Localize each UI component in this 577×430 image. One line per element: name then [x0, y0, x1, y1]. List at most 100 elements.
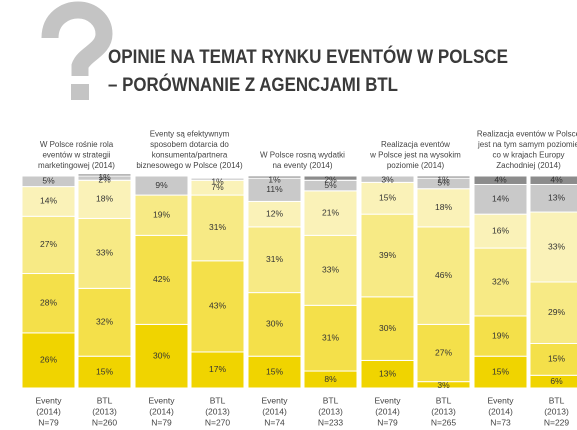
- x-tick-label: N=74: [264, 417, 285, 427]
- x-tick-label: Eventy: [488, 395, 515, 405]
- x-tick-label: N=260: [92, 417, 118, 427]
- value-label: 1%: [268, 174, 281, 184]
- bar-segment: [473, 355, 528, 389]
- bar-segment: [360, 213, 415, 298]
- bar-segment: [247, 226, 302, 294]
- bar-segment: [247, 292, 302, 357]
- bar-segment: [360, 296, 415, 361]
- question-label: Zachodniej (2014): [496, 161, 561, 170]
- value-label: 5%: [324, 180, 337, 190]
- bar-segment: [134, 234, 189, 325]
- x-tick-label: Eventy: [262, 395, 289, 405]
- value-label: 3%: [381, 174, 394, 184]
- value-label: 13%: [379, 368, 396, 378]
- bar-segment: [303, 234, 358, 306]
- value-label: 30%: [379, 323, 396, 333]
- question-label: co w krajach Europy: [492, 151, 564, 160]
- chart-title: OPINIE NA TEMAT RYNKU EVENTÓW W POLSCE: [108, 46, 508, 68]
- x-tick-label: N=233: [318, 417, 344, 427]
- bar-segment: [21, 273, 76, 334]
- x-tick-label: Eventy: [149, 395, 176, 405]
- x-tick-label: N=79: [377, 417, 398, 427]
- bar-segment: [416, 226, 471, 325]
- bar-segment: [190, 194, 245, 262]
- bar-segment: [190, 351, 245, 389]
- value-label: 26%: [40, 355, 57, 365]
- question-label: Realizacja eventów w Polsce: [477, 130, 577, 139]
- value-label: 32%: [96, 317, 113, 327]
- question-label: konsumenta/partnera: [152, 151, 228, 160]
- value-label: 3%: [437, 380, 450, 390]
- bar-segment: [21, 332, 76, 389]
- value-label: 15%: [379, 193, 396, 203]
- value-label: 9%: [155, 180, 168, 190]
- question-label: biznesowego w Polsce (2014): [136, 161, 243, 170]
- x-tick-label: BTL: [549, 395, 565, 405]
- value-label: 15%: [96, 366, 113, 376]
- x-tick-label: (2014): [149, 406, 174, 416]
- value-label: 12%: [266, 208, 283, 218]
- chart-title: – PORÓWNANIE Z AGENCJAMI BTL: [108, 74, 398, 96]
- value-label: 15%: [492, 366, 509, 376]
- value-label: 39%: [379, 250, 396, 260]
- value-label: 19%: [492, 330, 509, 340]
- value-label: 33%: [322, 265, 339, 275]
- x-tick-label: (2013): [92, 406, 117, 416]
- value-label: 14%: [40, 196, 57, 206]
- bar-segment: [473, 247, 528, 317]
- value-label: 15%: [266, 366, 283, 376]
- x-tick-label: Eventy: [36, 395, 63, 405]
- question-label: Eventy są efektywnym: [150, 130, 230, 139]
- bar-segment: [247, 200, 302, 228]
- value-label: 16%: [492, 225, 509, 235]
- value-label: 6%: [550, 376, 563, 386]
- bar-segment: [247, 175, 302, 179]
- x-tick-label: N=79: [151, 417, 172, 427]
- value-label: 2%: [324, 174, 337, 184]
- x-tick-label: (2013): [431, 406, 456, 416]
- value-label: 28%: [40, 297, 57, 307]
- bar-segment: [473, 213, 528, 249]
- value-label: 18%: [96, 194, 113, 204]
- x-tick-label: N=79: [38, 417, 59, 427]
- bar-segment: [77, 173, 132, 177]
- bar-segment: [416, 175, 471, 179]
- question-label: sposobem dotarcia do: [150, 140, 229, 149]
- x-tick-label: N=270: [205, 417, 231, 427]
- bar-segment: [134, 194, 189, 236]
- value-label: 31%: [209, 222, 226, 232]
- x-tick-label: (2013): [544, 406, 569, 416]
- bar-segment: [360, 175, 415, 183]
- question-label: poziomie (2014): [387, 161, 445, 170]
- bar-segment: [21, 175, 76, 188]
- value-label: 43%: [209, 301, 226, 311]
- bar-segment: [21, 186, 76, 217]
- value-label: 13%: [548, 193, 565, 203]
- question-label: W Polsce rośnie rola: [40, 140, 114, 149]
- bar-segment: [77, 287, 132, 357]
- bar-segment: [134, 175, 189, 196]
- value-label: 32%: [492, 276, 509, 286]
- bar-segment: [247, 355, 302, 389]
- question-icon: [41, 1, 113, 100]
- value-label: 5%: [437, 178, 450, 188]
- value-label: 29%: [548, 307, 565, 317]
- value-label: 4%: [550, 174, 563, 184]
- x-tick-label: (2014): [488, 406, 513, 416]
- value-label: 17%: [209, 364, 226, 374]
- bar-segment: [529, 342, 577, 376]
- value-label: 30%: [266, 319, 283, 329]
- value-label: 8%: [324, 374, 337, 384]
- bar-segment: [529, 281, 577, 344]
- value-label: 1%: [437, 174, 450, 184]
- question-label: eventów w strategii: [42, 151, 110, 160]
- x-tick-label: BTL: [323, 395, 339, 405]
- question-label: W Polsce rosną wydatki: [260, 151, 345, 160]
- value-label: 21%: [322, 207, 339, 217]
- bar-segment: [529, 175, 577, 185]
- value-label: 15%: [548, 354, 565, 364]
- value-label: 11%: [266, 184, 283, 194]
- value-label: 42%: [153, 274, 170, 284]
- value-label: 5%: [42, 176, 55, 186]
